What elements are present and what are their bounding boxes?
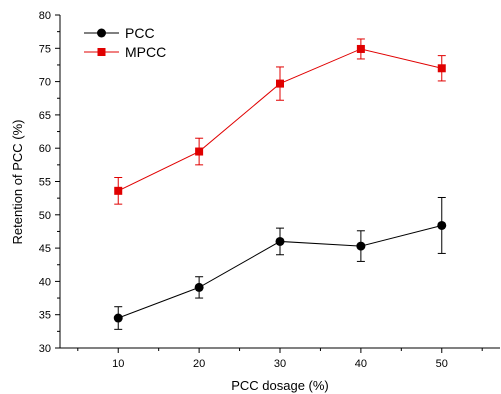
data-point-mpcc	[276, 79, 284, 88]
legend-label-pcc: PCC	[125, 25, 155, 41]
y-tick-label: 35	[39, 310, 51, 322]
y-tick-label: 30	[39, 343, 51, 355]
data-point-mpcc	[356, 44, 365, 53]
data-point-mpcc	[114, 186, 123, 195]
y-tick-label: 60	[39, 143, 51, 155]
x-axis: 10 20 30 40 50	[77, 348, 483, 370]
y-tick-label: 80	[39, 10, 51, 22]
data-point-mpcc	[437, 64, 446, 73]
legend-marker-mpcc	[97, 48, 106, 56]
x-tick-label: 50	[436, 358, 448, 370]
legend: PCC MPCC	[84, 25, 166, 60]
x-tick-label: 40	[355, 358, 367, 370]
y-tick-label: 40	[39, 276, 51, 288]
y-tick-label: 45	[39, 243, 51, 255]
data-point-pcc	[356, 241, 366, 251]
series-pcc	[113, 196, 447, 330]
y-tick-label: 75	[39, 43, 51, 55]
data-point-pcc	[113, 313, 123, 323]
y-tick-label: 70	[39, 77, 51, 89]
x-tick-label: 30	[274, 358, 286, 370]
y-tick-label: 65	[39, 110, 51, 122]
x-axis-label: PCC dosage (%)	[231, 378, 329, 393]
series-layer	[113, 38, 447, 330]
x-tick-label: 20	[193, 358, 205, 370]
data-point-pcc	[194, 282, 204, 292]
x-tick-label: 10	[112, 358, 124, 370]
series-mpcc	[114, 38, 446, 205]
legend-label-mpcc: MPCC	[125, 44, 166, 60]
y-tick-label: 55	[39, 177, 51, 189]
legend-marker-pcc	[97, 28, 106, 38]
plot-frame	[59, 15, 500, 349]
data-point-pcc	[275, 236, 285, 246]
data-point-pcc	[437, 220, 447, 230]
y-axis-label: Retention of PCC (%)	[10, 120, 25, 245]
y-axis: 30 35 40 45 50 55 60 65 70 75 80	[39, 10, 60, 355]
y-tick-label: 50	[39, 210, 51, 222]
data-point-mpcc	[195, 147, 204, 156]
